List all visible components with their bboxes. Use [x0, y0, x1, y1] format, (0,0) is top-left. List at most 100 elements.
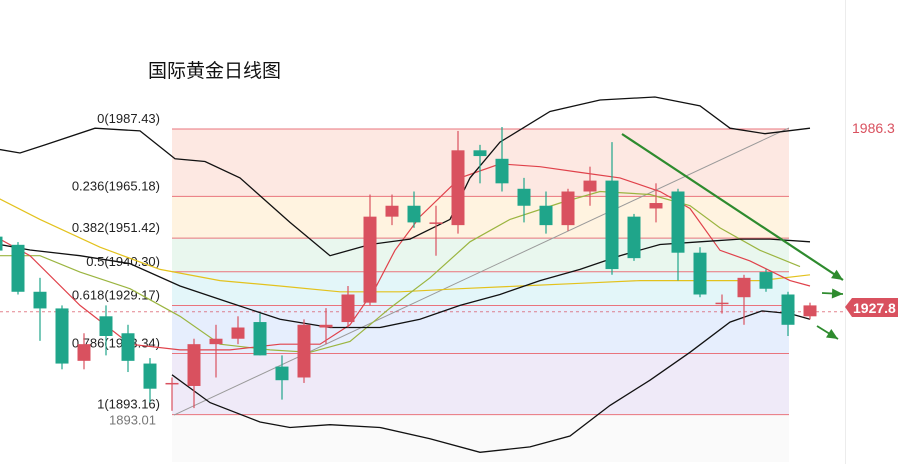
- candle-body: [429, 222, 443, 224]
- candle: [11, 242, 25, 295]
- candle: [605, 142, 619, 275]
- candle-body: [231, 327, 245, 339]
- candle-body: [759, 272, 773, 289]
- candle-body: [627, 216, 641, 259]
- candle-body: [605, 180, 619, 270]
- candle-body: [99, 316, 113, 336]
- fib-level-label: 0.5(1940.30): [86, 254, 160, 269]
- bollinger-lower-band: [171, 310, 811, 453]
- candle: [209, 324, 223, 378]
- fib-zone: [172, 196, 789, 239]
- fib-level-label: 0.786(1913.34): [72, 335, 160, 350]
- candle: [0, 236, 3, 251]
- candle-body: [11, 244, 25, 292]
- candle: [253, 313, 267, 356]
- fib-level-label: 0.618(1929.17): [72, 287, 160, 302]
- candle: [187, 338, 201, 409]
- high-price-label: 1986.3: [852, 120, 895, 136]
- candle-body: [473, 150, 487, 157]
- candle-body: [187, 344, 201, 386]
- fib-level-label: 1(1893.16): [97, 397, 160, 412]
- candle-body: [693, 252, 707, 295]
- candle: [165, 377, 179, 411]
- candle-body: [275, 366, 289, 381]
- candle: [781, 291, 795, 336]
- candle: [627, 213, 641, 261]
- candle: [297, 319, 311, 383]
- candle-body: [77, 344, 91, 361]
- current-price-label: 1927.8: [853, 300, 896, 316]
- fib-level-label: 0(1987.43): [97, 111, 160, 126]
- candle-body: [495, 158, 509, 184]
- candle-body: [803, 305, 817, 317]
- fib-zone: [172, 238, 789, 272]
- candle-body: [297, 324, 311, 378]
- candle-body: [583, 180, 597, 192]
- candle-body: [737, 277, 751, 298]
- candle: [737, 274, 751, 325]
- candle-body: [451, 150, 465, 226]
- candle: [539, 191, 553, 234]
- candle: [275, 355, 289, 400]
- trend-arrow-main-head: [831, 269, 843, 280]
- candle: [759, 269, 773, 292]
- candle: [341, 286, 355, 328]
- candle-body: [253, 322, 267, 356]
- candle: [451, 130, 465, 234]
- candle-body: [33, 291, 47, 309]
- candle: [473, 144, 487, 184]
- candle: [649, 183, 663, 223]
- fib-zone: [172, 305, 789, 354]
- fib-level-label: 0.236(1965.18): [72, 178, 160, 193]
- candle: [693, 247, 707, 298]
- candle: [363, 194, 377, 306]
- candle-body: [671, 191, 685, 253]
- candle: [715, 294, 729, 314]
- candle: [121, 324, 135, 373]
- candle: [33, 277, 47, 341]
- candle-body: [0, 236, 3, 251]
- fib-zone: [172, 353, 789, 415]
- candle-body: [781, 294, 795, 325]
- candle: [143, 358, 157, 403]
- candle: [99, 305, 113, 356]
- candle: [583, 166, 597, 206]
- candle-body: [363, 216, 377, 303]
- candle-body: [715, 302, 729, 305]
- fib-level-label: 0.382(1951.42): [72, 220, 160, 235]
- candle: [77, 333, 91, 370]
- candle-body: [121, 333, 135, 361]
- candle-body: [649, 203, 663, 209]
- candle-body: [539, 205, 553, 226]
- bollinger-upper-band: [0, 96, 811, 257]
- candle: [231, 316, 245, 345]
- candle: [495, 126, 509, 192]
- candle-body: [319, 324, 333, 328]
- trend-arrow-down-head: [826, 328, 838, 339]
- low-price-label: 1893.01: [109, 413, 156, 428]
- right-scale-panel: [845, 0, 898, 464]
- trend-arrow-main: [621, 133, 844, 281]
- candle-body: [407, 205, 421, 223]
- candle: [407, 191, 421, 228]
- candle-body: [143, 363, 157, 389]
- candle: [429, 205, 443, 256]
- candle-body: [517, 188, 531, 206]
- candle: [671, 188, 685, 281]
- bollinger-middle-band: [0, 238, 811, 329]
- candle: [517, 177, 531, 223]
- candle: [319, 308, 333, 345]
- current-price-tag: [845, 298, 898, 317]
- candle-body: [341, 294, 355, 323]
- candle: [803, 302, 817, 320]
- ma-yellow-line: [0, 198, 811, 293]
- candle-body: [209, 338, 223, 345]
- candle: [385, 194, 399, 226]
- candle: [561, 188, 575, 231]
- trend-arrow-right-head: [831, 288, 843, 299]
- candle-body: [561, 191, 575, 226]
- chart-title: 国际黄金日线图: [148, 60, 282, 82]
- candle-body: [165, 382, 179, 385]
- fib-zone-below: [172, 414, 789, 462]
- candle-body: [385, 205, 399, 217]
